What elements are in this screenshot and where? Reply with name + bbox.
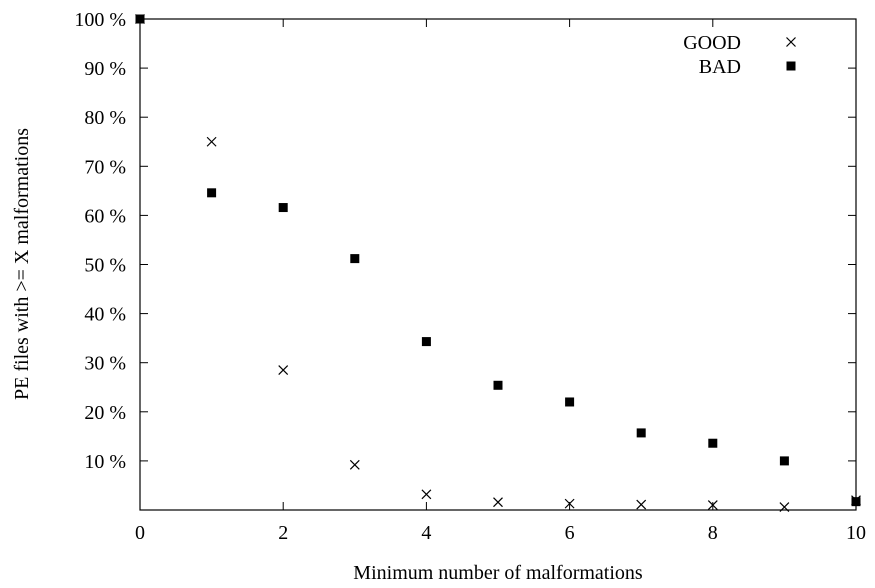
point-good: [779, 502, 790, 512]
data-marks: [135, 14, 861, 512]
point-bad: [565, 397, 575, 407]
point-bad: [350, 254, 360, 264]
x-tick-label: 4: [421, 522, 431, 544]
point-good: [636, 499, 647, 510]
x-tick-label: 2: [278, 522, 288, 544]
x-axis-label: Minimum number of malformations: [353, 562, 643, 584]
point-bad: [851, 497, 861, 507]
point-good: [564, 498, 575, 509]
point-good: [349, 459, 360, 470]
point-good: [421, 489, 432, 500]
y-tick-label: 80 %: [84, 107, 126, 129]
y-tick-label: 100 %: [74, 9, 126, 31]
point-bad: [779, 456, 789, 466]
series-bad: [135, 14, 861, 507]
y-tick-label: 90 %: [84, 58, 126, 80]
y-tick-label: 50 %: [84, 255, 126, 277]
point-bad: [207, 188, 217, 198]
point-good: [707, 500, 718, 511]
x-tick-label: 6: [565, 522, 575, 544]
legend-marker-good: [786, 37, 796, 47]
x-tick-label: 10: [846, 522, 866, 544]
x-tick-label: 8: [708, 522, 718, 544]
point-bad: [636, 428, 646, 438]
point-bad: [278, 203, 288, 213]
y-tick-label: 40 %: [84, 304, 126, 326]
y-axis-label: PE files with >= X malformations: [11, 128, 33, 400]
plot-frame: [139, 18, 857, 511]
point-good: [493, 497, 503, 508]
point-good: [278, 365, 289, 375]
legend-label-bad: BAD: [699, 56, 741, 78]
y-tick-label: 70 %: [84, 156, 126, 178]
x-tick-label: 0: [135, 522, 145, 544]
y-tick-label: 20 %: [84, 402, 126, 424]
y-tick-label: 10 %: [84, 451, 126, 473]
point-bad: [708, 438, 718, 448]
point-bad: [421, 337, 431, 347]
y-tick-label: 60 %: [84, 205, 126, 227]
series-good: [135, 14, 861, 512]
axis-ticks: 0 2 4 6 8 10 10 % 20 % 30 % 40 % 50 % 60 % 70 % 80 % 9…: [74, 9, 866, 544]
y-tick-label: 30 %: [84, 353, 126, 375]
point-bad: [135, 14, 145, 24]
point-bad: [493, 380, 503, 390]
legend-marker-bad: [786, 61, 796, 71]
point-good: [206, 136, 217, 147]
legend-label-good: GOOD: [683, 32, 741, 54]
